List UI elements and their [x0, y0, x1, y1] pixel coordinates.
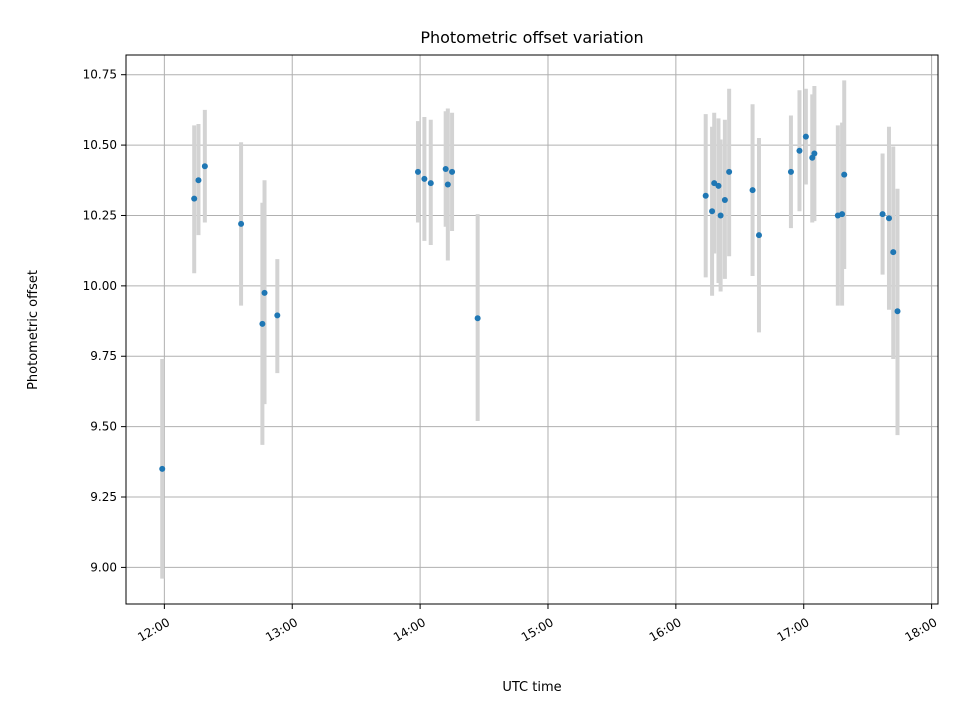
data-point	[711, 180, 718, 187]
data-points	[159, 133, 901, 472]
data-point	[796, 147, 803, 154]
y-tick-label: 10.00	[83, 279, 117, 293]
data-point	[195, 177, 202, 184]
x-axis-label: UTC time	[502, 680, 561, 695]
data-point	[839, 211, 846, 218]
y-tick-label: 10.50	[83, 138, 117, 152]
y-tick-label: 9.25	[90, 490, 117, 504]
data-point	[787, 168, 794, 175]
data-point	[894, 308, 901, 315]
data-point	[802, 133, 809, 140]
data-point	[890, 249, 897, 256]
y-tick-label: 9.50	[90, 420, 117, 434]
data-point	[201, 163, 208, 170]
y-tick-label: 9.75	[90, 349, 117, 363]
y-axis-label: Photometric offset	[26, 270, 41, 390]
y-tick-label: 10.75	[83, 68, 117, 82]
data-point	[427, 180, 434, 187]
grid-lines	[126, 55, 938, 604]
data-point	[721, 196, 728, 203]
plot-frame	[125, 54, 939, 605]
data-point	[885, 215, 892, 222]
data-point	[702, 192, 709, 199]
y-tick-label: 9.00	[90, 560, 117, 574]
data-point	[715, 182, 722, 189]
y-tick-label: 10.25	[83, 208, 117, 222]
data-point	[414, 168, 421, 175]
data-point	[444, 181, 451, 188]
data-point	[841, 171, 848, 178]
data-point	[474, 315, 481, 322]
data-point	[879, 211, 886, 218]
data-point	[274, 312, 281, 319]
data-point	[442, 166, 449, 173]
data-point	[261, 289, 268, 296]
data-point	[811, 150, 818, 157]
data-point	[709, 208, 716, 215]
data-point	[191, 195, 198, 202]
data-point	[238, 220, 245, 227]
data-point	[749, 187, 756, 194]
data-point	[159, 465, 166, 472]
data-point	[755, 232, 762, 239]
data-point	[726, 168, 733, 175]
chart-title: Photometric offset variation	[420, 28, 643, 47]
data-point	[259, 320, 266, 327]
data-point	[449, 168, 456, 175]
data-point	[717, 212, 724, 219]
data-point	[421, 175, 428, 182]
